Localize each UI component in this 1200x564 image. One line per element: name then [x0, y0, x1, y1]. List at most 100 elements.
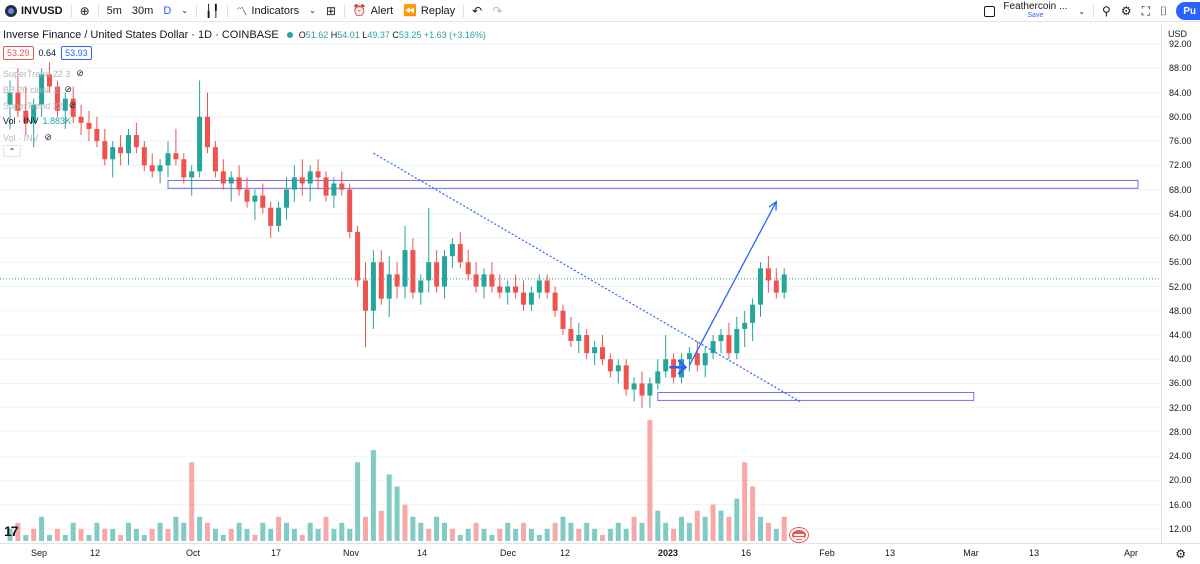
plus-circle-icon[interactable]: ⊕	[79, 3, 90, 18]
volume-bar	[299, 534, 305, 541]
time-tick-label: 13	[884, 548, 896, 558]
tradingview-logo-icon[interactable]: 17	[4, 523, 19, 539]
interval-d[interactable]: D	[163, 4, 172, 17]
collapse-legend-button[interactable]: ⌃	[3, 145, 21, 157]
indicator-legend-row[interactable]: BB 20 close 2 ⊘	[3, 84, 72, 95]
symbol-search[interactable]: INVUSD	[0, 0, 68, 22]
chevron-down-icon[interactable]: ⌄	[309, 6, 316, 15]
price-tick-label: 40.00	[1169, 354, 1192, 365]
volume-bar	[386, 474, 392, 541]
indicator-legend-row[interactable]: SuperTrend 22 ⊘	[3, 100, 76, 111]
candle-body	[284, 189, 289, 208]
candle-body	[449, 244, 455, 257]
publish-button[interactable]: Pu	[1176, 2, 1200, 20]
indicators-button[interactable]: 〽 Indicators	[231, 0, 304, 22]
gear-icon[interactable]: ⚙	[1120, 4, 1132, 18]
candle-body	[528, 292, 534, 305]
chart-pane[interactable]	[0, 23, 1161, 543]
volume-bar	[126, 522, 131, 541]
candle-body	[189, 171, 195, 178]
candle-body	[544, 280, 550, 293]
volume-bar	[671, 528, 677, 541]
volume-bar	[268, 528, 274, 541]
indicator-label: SuperTrend 22 3	[3, 68, 71, 79]
candle-body	[31, 104, 37, 123]
candle-body	[402, 250, 408, 287]
alert-button[interactable]: ⏰ Alert	[348, 0, 398, 22]
volume-bar	[197, 516, 203, 541]
indicators-icon: 〽	[236, 5, 248, 18]
candle-body	[126, 135, 131, 154]
candle-body	[568, 328, 574, 342]
camera-icon[interactable]: ⌷	[1160, 3, 1168, 18]
candle-body	[536, 280, 542, 293]
candle-body	[86, 122, 92, 129]
volume-bar	[584, 522, 590, 541]
interval-30m[interactable]: 30m	[131, 4, 154, 17]
eye-off-icon[interactable]: ⊘	[64, 84, 73, 94]
layout-save-label: Save	[1027, 12, 1044, 19]
chevron-down-icon[interactable]: ⌄	[181, 6, 188, 15]
volume-bar	[378, 510, 384, 541]
price-tick-label: 36.00	[1169, 378, 1192, 389]
bid-ask-boxes: 53.29 0.64 53.93	[3, 46, 92, 60]
volume-bar	[592, 528, 598, 541]
fullscreen-icon[interactable]: ⛶	[1141, 3, 1151, 18]
candles-icon[interactable]: ╽╿	[204, 3, 220, 18]
bid-price-box[interactable]: 53.29	[3, 46, 34, 60]
candle-body	[781, 274, 787, 293]
volume-bar	[15, 522, 21, 541]
candle-body	[94, 128, 100, 142]
candle-body	[726, 334, 732, 354]
candle-body	[39, 74, 45, 105]
candle-body	[410, 250, 416, 293]
chevron-down-icon[interactable]: ⌄	[1078, 6, 1086, 16]
volume-bar	[600, 534, 605, 541]
price-tick-label: 80.00	[1169, 111, 1192, 122]
volume-bar	[750, 486, 756, 541]
gear-icon[interactable]: ⚙	[1175, 547, 1186, 561]
coin-logo-icon	[5, 4, 17, 17]
volume-bar	[205, 522, 210, 541]
ask-price-box[interactable]: 53.93	[61, 46, 92, 60]
layout-selector[interactable]: Feathercoin ... Save	[978, 2, 1073, 20]
indicator-legend-row[interactable]: Vol · INV ⊘	[3, 132, 52, 143]
replay-button[interactable]: ⏪ Replay	[398, 0, 460, 22]
search-icon[interactable]: ⚲	[1102, 4, 1111, 18]
volume-bar	[679, 516, 684, 541]
eye-off-icon[interactable]: ⊘	[76, 68, 84, 78]
undo-icon[interactable]: ↶	[472, 3, 483, 18]
candle-body	[702, 353, 708, 366]
redo-icon[interactable]: ↷	[492, 3, 503, 18]
volume-bar	[734, 498, 740, 541]
candle-body	[378, 262, 384, 299]
candle-body	[576, 334, 582, 342]
candle-body	[268, 207, 274, 226]
volume-bar	[315, 528, 321, 541]
candle-body	[560, 310, 566, 329]
volume-bar	[742, 462, 748, 541]
volume-bar	[31, 528, 37, 541]
spread-value: 0.64	[38, 48, 57, 58]
volume-bar	[465, 528, 471, 541]
currency-selector[interactable]: USD	[1168, 29, 1188, 39]
time-scale[interactable]: Sep 12 Oct 17 Nov 14 Dec 12 2023 16 Feb 13 Mar 13 Apr …	[0, 543, 1200, 564]
candle-body	[7, 92, 13, 105]
candle-body	[236, 177, 242, 190]
volume-bar	[536, 534, 542, 541]
indicator-legend-row[interactable]: SuperTrend 22 3 ⊘	[3, 68, 84, 79]
volume-bar	[339, 522, 345, 541]
price-scale[interactable]: USD 92.00 88.00 84.00 80.00 76.00 72.00 68.00 6…	[1161, 23, 1200, 543]
indicator-label: Vol · INV	[3, 132, 39, 143]
eye-off-icon[interactable]: ⊘	[44, 132, 53, 142]
eye-off-icon[interactable]: ⊘	[68, 100, 77, 110]
layouts-grid-icon[interactable]: ⊞	[325, 3, 336, 18]
candle-body	[54, 86, 60, 111]
volume-bar	[102, 528, 108, 541]
indicator-legend-row[interactable]: Vol · INV 1.883K	[3, 116, 71, 126]
candle-body	[118, 147, 124, 154]
low-value: 49.37	[367, 30, 390, 40]
chart-canvas[interactable]	[0, 23, 1161, 543]
candle-body	[758, 268, 763, 305]
interval-5m[interactable]: 5m	[106, 4, 122, 17]
